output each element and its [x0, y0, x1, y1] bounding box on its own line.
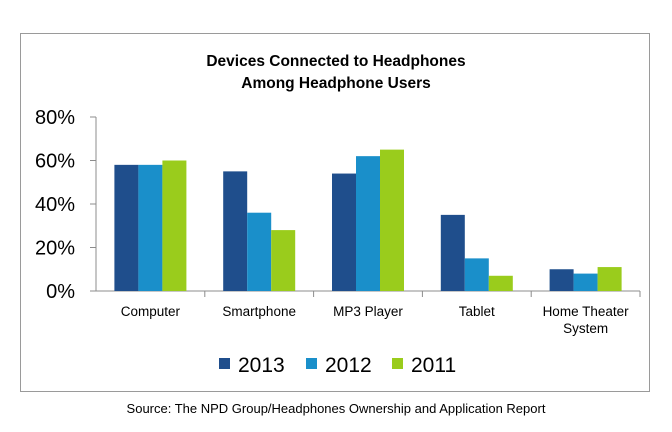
legend-label-2013: 2013 — [238, 354, 285, 377]
legend: 2013 2012 2011 — [219, 354, 456, 377]
bar-2013-mp3-player — [332, 173, 356, 291]
legend-swatch-2012 — [306, 358, 317, 369]
bars — [114, 149, 641, 297]
bar-2013-tablet — [440, 214, 465, 291]
bar-2013-home-theater-system — [549, 269, 574, 291]
x-tick-label: System — [563, 321, 608, 336]
y-tick-label: 40% — [35, 194, 75, 216]
bar-2012-computer — [138, 164, 163, 291]
bar-2011-mp3-player — [380, 149, 404, 291]
source-note: Source: The NPD Group/Headphones Ownersh… — [126, 401, 546, 416]
chart-title-line: Devices Connected to Headphones — [206, 53, 465, 70]
legend-label-2012: 2012 — [325, 354, 372, 377]
x-tick-label: Computer — [121, 304, 181, 319]
y-tick-label: 20% — [35, 238, 75, 260]
y-tick-label: 60% — [35, 151, 75, 173]
x-tick-label: MP3 Player — [333, 304, 403, 319]
bar-2012-home-theater-system — [573, 273, 598, 291]
bar-2012-tablet — [464, 258, 489, 291]
y-tick-label: 80% — [35, 107, 75, 129]
legend-swatch-2011 — [392, 358, 403, 369]
legend-label-2011: 2011 — [411, 354, 456, 377]
x-axis: Computer Smartphone MP3 Player Tablet Home T… — [121, 304, 629, 336]
chart-title-line: Among Headphone Users — [241, 75, 430, 92]
x-tick-label: Home Theater — [543, 304, 630, 319]
bar-2011-smartphone — [271, 230, 296, 291]
bar-2011-computer — [162, 160, 187, 291]
chart-title: Devices Connected to Headphones Among Hea… — [206, 53, 465, 92]
bar-2011-tablet — [488, 275, 513, 291]
bar-2012-smartphone — [247, 212, 272, 291]
x-tick-label: Smartphone — [222, 304, 296, 319]
x-tick-label: Tablet — [459, 304, 495, 319]
y-axis: 0% 20% 40% 60% 80% — [35, 107, 640, 303]
legend-swatch-2013 — [219, 358, 230, 369]
bar-2012-mp3-player — [356, 156, 380, 291]
y-tick-label: 0% — [46, 281, 75, 303]
bar-2013-computer — [114, 164, 139, 291]
bar-2013-smartphone — [223, 171, 248, 291]
bar-2011-home-theater-system — [597, 267, 622, 291]
